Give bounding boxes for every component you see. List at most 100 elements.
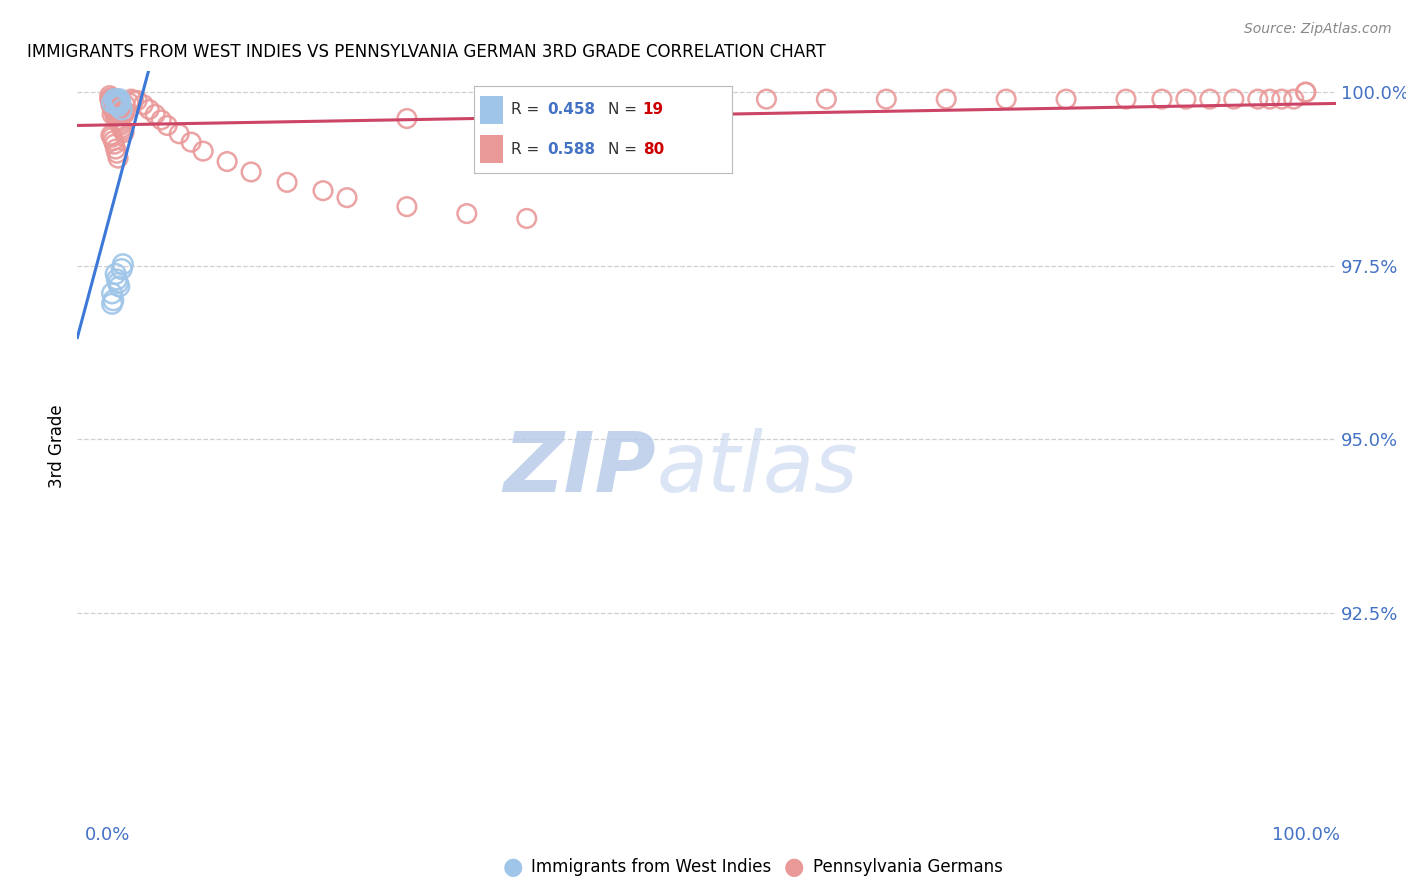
Point xyxy=(1054,92,1077,106)
Point xyxy=(105,94,128,108)
Point xyxy=(101,130,124,145)
Point xyxy=(1295,85,1317,99)
Point xyxy=(1271,92,1294,106)
Point xyxy=(995,92,1018,106)
Point xyxy=(112,107,135,121)
Point xyxy=(122,94,145,108)
Point xyxy=(1150,92,1173,106)
Point xyxy=(105,97,128,112)
Point xyxy=(101,95,124,110)
Point xyxy=(111,123,134,137)
Point xyxy=(111,100,134,114)
Point xyxy=(395,200,418,214)
Point xyxy=(111,106,134,120)
Point xyxy=(105,95,128,110)
Point xyxy=(456,206,478,220)
Point xyxy=(1247,92,1270,106)
Point xyxy=(103,97,125,112)
Point xyxy=(108,279,131,293)
Point xyxy=(111,257,134,271)
Point xyxy=(107,99,129,113)
Point xyxy=(1223,92,1246,106)
Point xyxy=(101,95,124,110)
Point xyxy=(120,92,142,106)
Point xyxy=(167,127,190,141)
Point xyxy=(111,121,134,136)
Point xyxy=(935,92,957,106)
Point xyxy=(107,114,129,128)
Point xyxy=(217,154,239,169)
Point xyxy=(104,267,127,281)
Point xyxy=(104,142,127,156)
Point xyxy=(105,146,128,161)
Point xyxy=(101,100,124,114)
Point xyxy=(1174,92,1197,106)
Point xyxy=(336,191,359,205)
Point xyxy=(755,92,778,106)
Point xyxy=(108,92,131,106)
Point xyxy=(516,110,538,124)
Point xyxy=(696,92,718,106)
Point xyxy=(110,95,132,110)
Point xyxy=(101,286,124,301)
Text: Pennsylvania Germans: Pennsylvania Germans xyxy=(813,858,1002,876)
Point xyxy=(104,94,127,108)
Point xyxy=(103,92,125,106)
Point xyxy=(132,97,155,112)
Point xyxy=(143,107,166,121)
Point xyxy=(815,92,838,106)
Point xyxy=(98,92,121,106)
Text: ZIP: ZIP xyxy=(503,428,657,509)
Point xyxy=(240,165,263,179)
Point xyxy=(180,135,202,149)
Point xyxy=(1199,92,1222,106)
Point xyxy=(276,175,298,189)
Text: atlas: atlas xyxy=(657,428,858,509)
Point xyxy=(101,297,124,311)
Point xyxy=(875,92,897,106)
Text: ●: ● xyxy=(785,855,804,879)
Point xyxy=(111,103,134,117)
Point xyxy=(107,100,129,114)
Point xyxy=(100,91,122,105)
Point xyxy=(100,94,122,108)
Point xyxy=(193,144,215,158)
Point xyxy=(156,119,179,133)
Point xyxy=(110,119,132,133)
Point xyxy=(103,103,125,117)
Text: IMMIGRANTS FROM WEST INDIES VS PENNSYLVANIA GERMAN 3RD GRADE CORRELATION CHART: IMMIGRANTS FROM WEST INDIES VS PENNSYLVA… xyxy=(27,44,825,62)
Point xyxy=(107,151,129,165)
Point xyxy=(150,112,173,127)
Point xyxy=(1282,92,1305,106)
Point xyxy=(111,262,134,277)
Point xyxy=(1115,92,1137,106)
Point xyxy=(107,94,129,108)
Point xyxy=(312,184,335,198)
Point xyxy=(138,103,160,117)
Point xyxy=(516,211,538,226)
Point xyxy=(118,95,141,110)
Point xyxy=(107,276,129,290)
Point xyxy=(114,97,136,112)
Point xyxy=(98,88,121,103)
Y-axis label: 3rd Grade: 3rd Grade xyxy=(48,404,66,488)
Point xyxy=(101,107,124,121)
Point xyxy=(103,92,125,106)
Point xyxy=(100,97,122,112)
Point xyxy=(103,104,125,119)
Point xyxy=(105,112,128,127)
Text: Source: ZipAtlas.com: Source: ZipAtlas.com xyxy=(1244,22,1392,37)
Point xyxy=(105,103,128,117)
Point xyxy=(104,95,127,110)
Point xyxy=(103,137,125,152)
Point xyxy=(108,116,131,130)
Point xyxy=(100,128,122,143)
Point xyxy=(103,293,125,308)
Point xyxy=(111,103,134,117)
Point xyxy=(104,110,127,124)
Point xyxy=(127,94,149,108)
Point xyxy=(395,112,418,126)
Point xyxy=(114,104,136,119)
Point xyxy=(1295,85,1317,99)
Point xyxy=(108,95,131,110)
